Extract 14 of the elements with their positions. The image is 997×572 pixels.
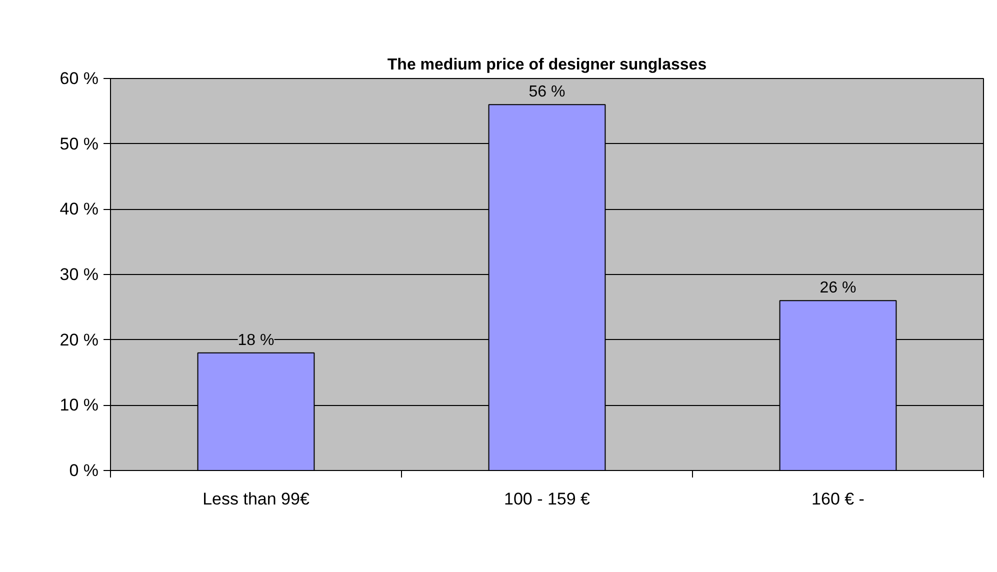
y-tick-label: 20 %: [60, 330, 98, 350]
data-label: 26 %: [820, 280, 856, 297]
data-label: 56 %: [528, 84, 566, 101]
chart-title: The medium price of designer sunglasses: [387, 56, 707, 74]
y-tick-label: 30 %: [60, 265, 98, 284]
data-label: 18 %: [238, 332, 274, 349]
x-tick-label: 100 - 159 €: [504, 490, 591, 508]
x-tick-label: 160 € -: [812, 490, 864, 508]
y-tick-label: 40 %: [60, 200, 98, 219]
y-tick-label: 10 %: [60, 396, 98, 415]
x-tick-label: Less than 99€: [202, 490, 310, 508]
y-tick-label: 60 %: [60, 69, 98, 88]
y-tick-label: 0 %: [69, 461, 99, 480]
y-tick-label: 50 %: [60, 134, 98, 154]
